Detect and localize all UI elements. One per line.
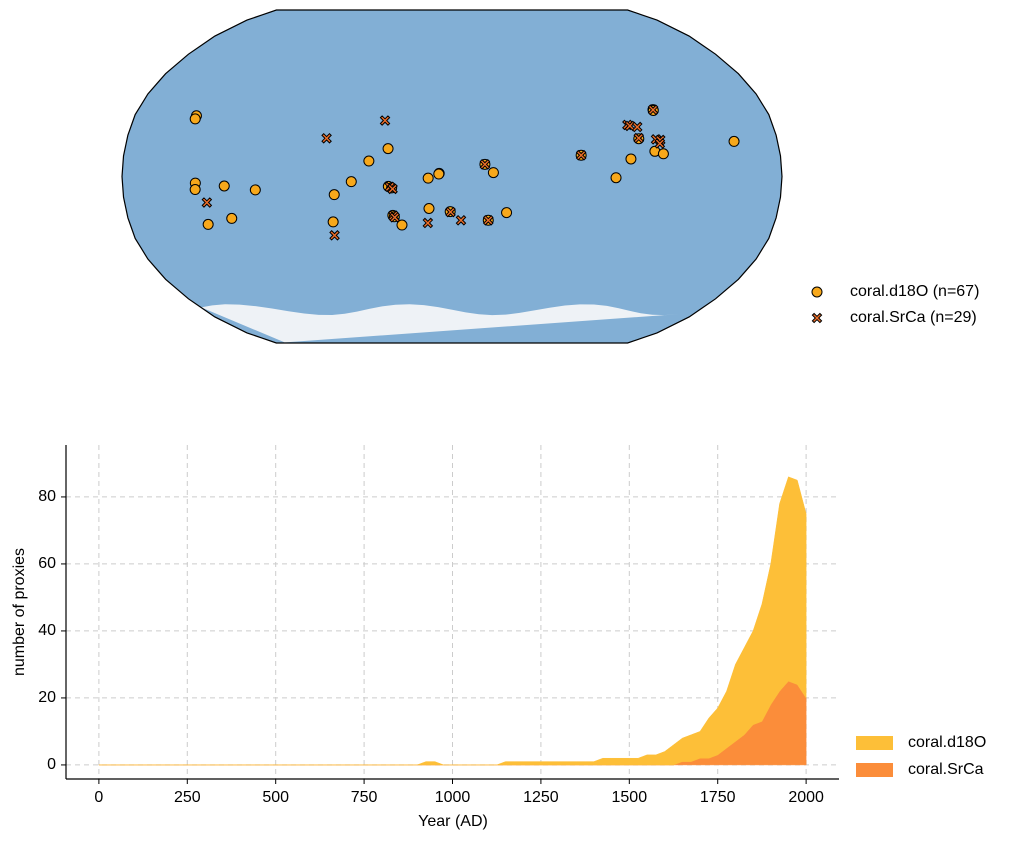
site-marker (327, 216, 339, 228)
site-marker (389, 212, 401, 223)
site-marker (202, 218, 214, 230)
site-marker (501, 207, 513, 219)
x-tick-label: 1750 (700, 789, 736, 806)
y-axis-label: number of proxies (11, 548, 28, 676)
x-axis-label: Year (AD) (418, 813, 488, 830)
area-plot: 0 20 40 60 80 0 250 500 750 1000 1250 1500 1750 2000 c… (38, 445, 986, 806)
y-tick-label: 0 (47, 756, 56, 773)
site-marker (482, 214, 494, 226)
x-tick-label: 2000 (788, 789, 824, 806)
site-marker (455, 214, 467, 226)
legend-patch (856, 763, 893, 777)
x-tick-label: 250 (174, 789, 201, 806)
site-marker (422, 172, 434, 184)
site-marker (423, 203, 435, 215)
x-tick-label: 0 (94, 789, 103, 806)
legend-marker (811, 312, 823, 324)
site-marker (575, 149, 587, 161)
site-marker (625, 153, 637, 165)
site-marker (631, 121, 643, 133)
legend-label: coral.d18O (n=67) (850, 283, 979, 300)
site-marker (345, 176, 357, 188)
site-marker (610, 172, 622, 184)
site-marker (328, 189, 340, 201)
site-marker (647, 104, 659, 116)
site-marker (363, 155, 375, 167)
map: coral.d18O (n=67) coral.SrCa (n=29) (121, 9, 979, 344)
legend-label: coral.d18O (908, 734, 986, 751)
x-tick-label: 1000 (435, 789, 471, 806)
site-marker (201, 197, 213, 208)
site-marker (654, 138, 666, 149)
site-marker (249, 184, 261, 196)
x-tick-label: 1250 (523, 789, 559, 806)
site-marker (189, 184, 201, 196)
site-marker (382, 143, 394, 155)
x-tick-label: 500 (262, 789, 289, 806)
legend-label: coral.SrCa (n=29) (850, 309, 977, 326)
x-tick-label: 750 (351, 789, 378, 806)
site-marker (433, 168, 445, 180)
site-marker (387, 183, 398, 195)
site-marker (657, 148, 669, 160)
site-marker (728, 135, 740, 147)
site-marker (226, 212, 238, 224)
ocean (122, 10, 782, 343)
y-tick-label: 40 (38, 622, 56, 639)
y-tick-label: 60 (38, 555, 56, 572)
legend-label: coral.SrCa (908, 761, 984, 778)
site-marker (218, 180, 230, 192)
site-marker (329, 230, 340, 241)
y-tick-label: 80 (38, 488, 56, 505)
site-marker (189, 113, 201, 125)
map-outline (121, 9, 783, 344)
site-marker (396, 219, 408, 231)
site-marker (321, 132, 332, 144)
site-marker (633, 132, 645, 144)
site-marker (487, 167, 499, 179)
site-marker (422, 217, 434, 229)
site-marker (379, 115, 391, 126)
x-tick-label: 1500 (612, 789, 648, 806)
site-marker (479, 159, 491, 170)
area (98, 476, 807, 766)
legend-marker (811, 286, 823, 298)
site-marker (445, 206, 456, 218)
y-tick-label: 20 (38, 689, 56, 706)
antarctica (201, 304, 681, 343)
legend-patch (856, 736, 893, 750)
